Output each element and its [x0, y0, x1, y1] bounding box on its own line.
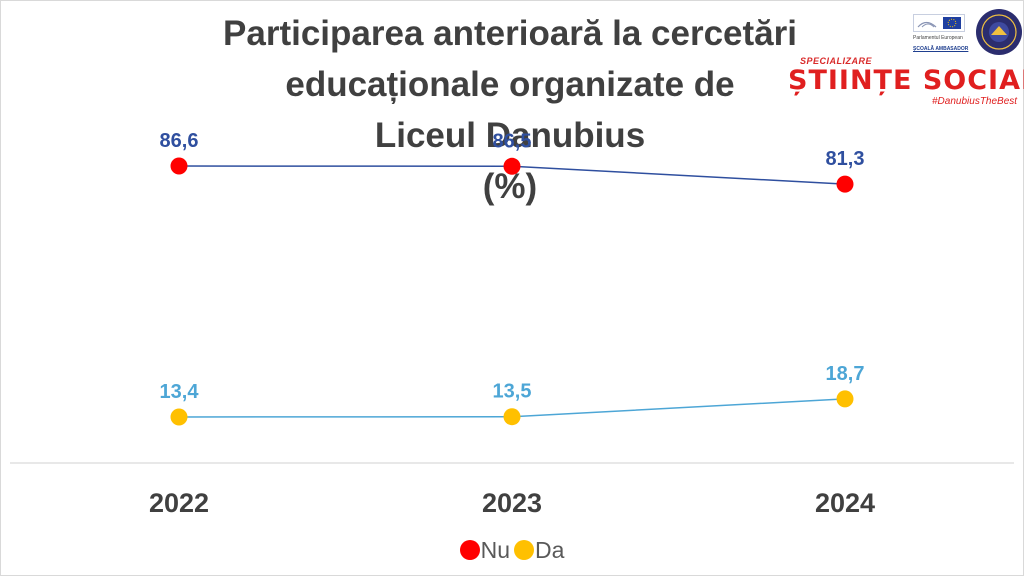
ep-program: ȘCOALĂ AMBASADOR	[913, 46, 969, 52]
ep-name: Parlamentul European	[913, 35, 963, 41]
data-label-nu: 86,5	[493, 130, 532, 152]
legend-item-da: Da	[514, 537, 564, 564]
school-seal-logo	[975, 8, 1023, 56]
chart-title-line-2: educaționale organizate de	[285, 65, 735, 104]
data-label-da: 13,5	[493, 381, 532, 403]
legend-item-nu: Nu	[459, 536, 510, 564]
data-point-da	[170, 408, 188, 426]
data-label-da: 18,7	[826, 363, 865, 385]
specialization-label: SPECIALIZARE	[800, 56, 873, 66]
chart-title: Participarea anterioară la cercetări edu…	[150, 8, 870, 212]
legend-marker-nu	[459, 540, 480, 560]
ep-flag-icon	[913, 14, 965, 32]
x-tick-label: 2022	[149, 488, 209, 518]
chart-title-line-3: Liceul Danubius	[374, 116, 646, 155]
data-label-nu: 86,6	[160, 130, 199, 152]
legend-label-nu: Nu	[480, 536, 510, 563]
x-tick-label: 2023	[482, 488, 542, 518]
data-point-da	[836, 390, 854, 408]
hashtag: #DanubiusTheBest	[932, 96, 1018, 107]
logo-area: Parlamentul European ȘCOALĂ AMBASADOR SP…	[770, 8, 1024, 108]
chart-legend: Nu Da	[0, 532, 1024, 568]
data-point-nu	[503, 157, 521, 175]
legend-label-da: Da	[535, 536, 565, 563]
data-label-da: 13,4	[160, 381, 200, 403]
data-point-nu	[170, 157, 188, 175]
legend-marker-da	[514, 540, 534, 560]
chart-title-line-1: Participarea anterioară la cercetări	[223, 14, 797, 53]
specialization-name: ȘTIINȚE SOCIALE	[788, 65, 1024, 96]
x-tick-label: 2024	[815, 488, 875, 518]
data-point-da	[503, 408, 521, 426]
data-point-nu	[836, 175, 854, 193]
european-parliament-logo: Parlamentul European ȘCOALĂ AMBASADOR	[913, 14, 969, 52]
data-label-nu: 81,3	[826, 148, 865, 170]
